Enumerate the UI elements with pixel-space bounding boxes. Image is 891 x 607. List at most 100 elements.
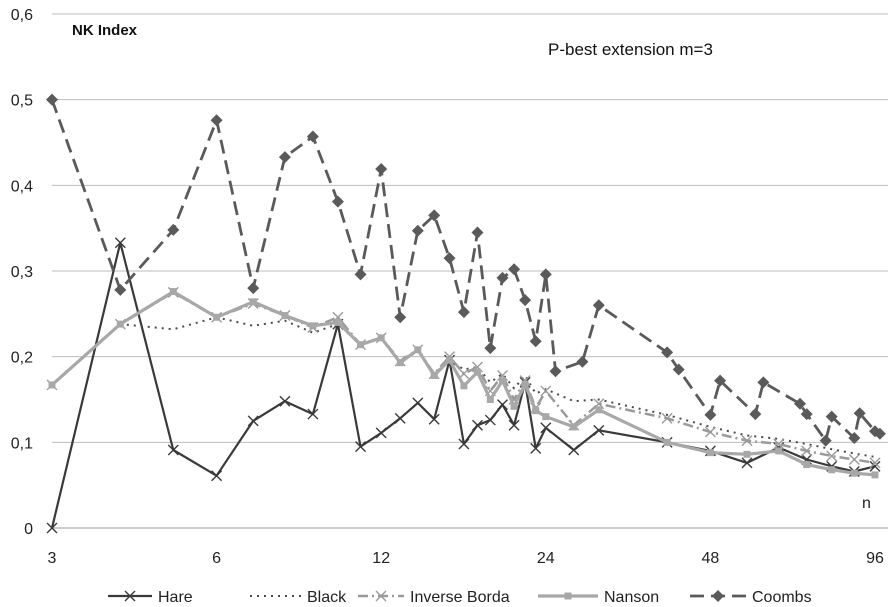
data-point: [661, 346, 674, 359]
data-point: [568, 444, 580, 456]
data-point: [167, 223, 180, 236]
data-point: [661, 412, 673, 424]
data-point: [592, 299, 605, 312]
data-point: [210, 114, 223, 127]
data-point: [394, 311, 407, 324]
x-tick-labels: 3 6 12 24 48 96: [48, 550, 884, 567]
data-point: [167, 444, 179, 456]
data-point: [869, 457, 881, 469]
y-tick-label: 0,4: [11, 178, 33, 195]
data-point: [508, 419, 520, 431]
series-line: [50, 241, 876, 529]
data-point: [279, 395, 291, 407]
data-point: [458, 438, 470, 450]
chart-title: NK Index: [72, 22, 138, 39]
data-point: [430, 372, 438, 380]
data-point: [521, 380, 529, 388]
data-point: [850, 469, 858, 477]
data-point: [714, 374, 727, 387]
data-point: [549, 365, 562, 378]
data-point: [355, 441, 367, 453]
x-tick-label: 96: [866, 550, 884, 567]
data-point: [46, 522, 58, 534]
legend-item: Hare: [108, 589, 193, 606]
data-point: [508, 263, 521, 276]
data-point: [828, 466, 836, 474]
series-layer: [46, 93, 886, 534]
x-axis-label: n: [862, 495, 871, 512]
data-point: [354, 268, 367, 281]
y-tick-label: 0,2: [11, 350, 33, 367]
data-point: [375, 163, 388, 176]
data-point: [306, 130, 319, 143]
data-point: [704, 426, 716, 438]
data-point: [428, 209, 441, 222]
data-point: [704, 408, 717, 421]
data-point: [801, 445, 813, 457]
series-line: [50, 290, 876, 477]
data-point: [712, 590, 724, 602]
data-point: [309, 322, 317, 330]
data-point: [741, 457, 753, 469]
data-point: [307, 408, 319, 420]
series-black: [51, 316, 876, 458]
y-tick-label: 0,3: [11, 264, 33, 281]
data-point: [848, 453, 860, 465]
data-point: [471, 419, 483, 431]
data-point: [116, 320, 124, 328]
data-point: [542, 413, 550, 421]
data-point: [803, 461, 811, 469]
legend-label: Coombs: [752, 589, 812, 606]
data-point: [576, 355, 589, 368]
data-point: [281, 312, 289, 320]
data-point: [486, 396, 494, 403]
data-point: [530, 442, 542, 454]
data-point: [375, 427, 387, 439]
data-point: [460, 382, 468, 390]
data-point: [247, 282, 260, 295]
data-point: [749, 408, 762, 421]
legend-item: Inverse Borda: [358, 589, 510, 606]
data-point: [46, 93, 58, 106]
data-point: [873, 427, 886, 440]
y-tick-labels: 0 0,1 0,2 0,3 0,4 0,5 0,6: [11, 7, 33, 538]
data-point: [741, 435, 753, 447]
data-point: [484, 342, 497, 355]
x-tick-label: 6: [212, 550, 221, 567]
data-point: [114, 237, 126, 249]
data-point: [743, 450, 751, 458]
data-point: [853, 407, 866, 420]
data-point: [672, 363, 685, 376]
data-point: [529, 335, 542, 348]
data-point: [357, 341, 365, 349]
data-point: [825, 410, 838, 423]
data-point: [510, 402, 518, 410]
data-point: [484, 414, 496, 426]
data-point: [124, 590, 136, 602]
data-point: [334, 318, 342, 326]
data-point: [331, 195, 344, 208]
series-line: [51, 316, 876, 458]
data-point: [540, 385, 552, 397]
chart-subtitle: P-best extension m=3: [548, 40, 713, 59]
data-point: [471, 226, 484, 239]
data-point: [249, 298, 257, 306]
data-point: [446, 356, 454, 364]
y-tick-label: 0,5: [11, 93, 33, 110]
legend-item: Coombs: [690, 589, 812, 606]
data-point: [826, 450, 838, 462]
x-tick-label: 24: [537, 550, 555, 567]
data-point: [848, 432, 861, 445]
data-point: [819, 434, 832, 447]
data-point: [496, 271, 509, 284]
x-tick-label: 3: [48, 550, 57, 567]
data-point: [663, 438, 671, 446]
data-point: [800, 408, 813, 421]
data-point: [247, 415, 259, 427]
x-tick-label: 12: [372, 550, 390, 567]
data-point: [793, 397, 806, 410]
legend: Hare Black Inverse Borda Nanson Coombs: [108, 589, 812, 606]
y-tick-label: 0,1: [11, 435, 33, 452]
data-point: [396, 359, 404, 367]
